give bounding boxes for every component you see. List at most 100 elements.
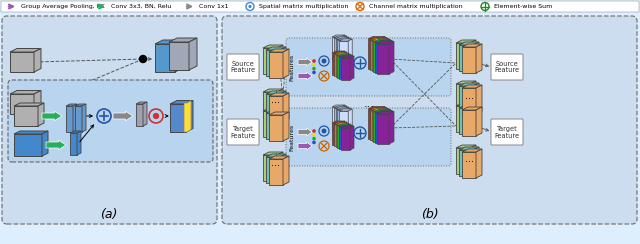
Polygon shape xyxy=(269,112,289,115)
Polygon shape xyxy=(346,124,351,148)
Polygon shape xyxy=(82,104,86,132)
FancyArrow shape xyxy=(298,58,312,66)
Polygon shape xyxy=(337,56,346,78)
Polygon shape xyxy=(335,125,344,147)
Polygon shape xyxy=(332,105,345,107)
Polygon shape xyxy=(373,110,390,112)
Polygon shape xyxy=(341,128,350,150)
Polygon shape xyxy=(476,149,482,178)
Polygon shape xyxy=(42,131,48,156)
Circle shape xyxy=(323,129,326,133)
Polygon shape xyxy=(459,83,479,86)
Polygon shape xyxy=(346,54,351,78)
Polygon shape xyxy=(377,41,394,44)
Polygon shape xyxy=(459,105,479,108)
Polygon shape xyxy=(334,106,347,108)
Polygon shape xyxy=(456,43,470,69)
Polygon shape xyxy=(473,147,479,176)
Polygon shape xyxy=(75,104,86,106)
Polygon shape xyxy=(269,159,283,185)
Polygon shape xyxy=(476,107,482,136)
Polygon shape xyxy=(373,40,390,42)
Polygon shape xyxy=(341,51,345,75)
Text: Source
Feature: Source Feature xyxy=(495,61,520,73)
Polygon shape xyxy=(70,131,81,133)
Polygon shape xyxy=(456,103,476,106)
Polygon shape xyxy=(375,43,387,73)
Polygon shape xyxy=(263,45,283,48)
Polygon shape xyxy=(368,39,380,69)
Text: Features: Features xyxy=(289,123,294,151)
Polygon shape xyxy=(385,40,390,72)
Polygon shape xyxy=(337,124,351,126)
Polygon shape xyxy=(184,101,191,132)
Polygon shape xyxy=(382,38,387,70)
Polygon shape xyxy=(339,125,352,127)
Polygon shape xyxy=(266,47,286,50)
Polygon shape xyxy=(380,106,385,139)
Polygon shape xyxy=(348,55,352,79)
Polygon shape xyxy=(283,93,289,122)
Polygon shape xyxy=(334,52,347,54)
FancyBboxPatch shape xyxy=(222,16,637,224)
Text: ...: ... xyxy=(465,154,474,164)
Polygon shape xyxy=(387,111,392,143)
Polygon shape xyxy=(462,152,476,178)
Polygon shape xyxy=(348,125,352,149)
Polygon shape xyxy=(263,152,283,155)
Polygon shape xyxy=(277,108,283,137)
Polygon shape xyxy=(14,134,42,156)
Polygon shape xyxy=(470,81,476,110)
FancyBboxPatch shape xyxy=(286,38,451,96)
Polygon shape xyxy=(73,104,77,132)
Polygon shape xyxy=(277,152,283,181)
Polygon shape xyxy=(473,105,479,134)
Polygon shape xyxy=(372,109,388,111)
Polygon shape xyxy=(186,101,193,132)
Polygon shape xyxy=(372,111,383,141)
FancyBboxPatch shape xyxy=(8,80,213,162)
Polygon shape xyxy=(380,37,385,69)
Polygon shape xyxy=(341,126,354,128)
Polygon shape xyxy=(332,53,341,75)
Circle shape xyxy=(323,59,326,63)
Polygon shape xyxy=(459,147,479,150)
FancyArrow shape xyxy=(298,72,312,80)
Polygon shape xyxy=(459,45,473,71)
Polygon shape xyxy=(277,89,283,118)
Text: Target
Feature: Target Feature xyxy=(495,125,520,139)
Polygon shape xyxy=(155,40,183,44)
Polygon shape xyxy=(335,39,344,63)
Polygon shape xyxy=(343,122,347,146)
Polygon shape xyxy=(169,38,197,42)
Polygon shape xyxy=(339,55,352,57)
Polygon shape xyxy=(337,126,346,148)
Polygon shape xyxy=(375,113,387,143)
FancyBboxPatch shape xyxy=(227,54,259,80)
Polygon shape xyxy=(335,107,349,109)
Polygon shape xyxy=(382,108,387,140)
Polygon shape xyxy=(283,112,289,141)
Polygon shape xyxy=(332,121,345,123)
Polygon shape xyxy=(476,44,482,73)
Polygon shape xyxy=(456,81,476,84)
Polygon shape xyxy=(332,35,345,37)
Circle shape xyxy=(312,59,316,63)
Polygon shape xyxy=(456,148,470,174)
Polygon shape xyxy=(372,41,383,71)
Polygon shape xyxy=(277,45,283,74)
Polygon shape xyxy=(337,54,351,56)
Text: Conv 3x3, BN, Relu: Conv 3x3, BN, Relu xyxy=(111,4,172,9)
Polygon shape xyxy=(335,53,349,55)
Polygon shape xyxy=(77,131,81,155)
Polygon shape xyxy=(266,94,280,120)
FancyArrow shape xyxy=(42,111,62,121)
Polygon shape xyxy=(346,38,351,64)
Polygon shape xyxy=(14,103,44,106)
Polygon shape xyxy=(38,103,44,126)
Polygon shape xyxy=(14,131,48,134)
Polygon shape xyxy=(269,93,289,96)
Polygon shape xyxy=(266,91,286,94)
Polygon shape xyxy=(473,83,479,112)
Polygon shape xyxy=(473,42,479,71)
